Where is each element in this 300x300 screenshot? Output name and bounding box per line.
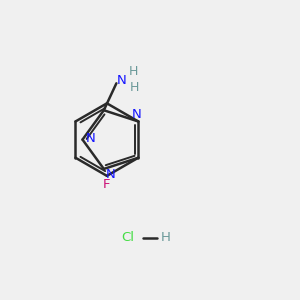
Text: N: N: [106, 168, 115, 182]
Text: Cl: Cl: [121, 231, 134, 244]
Text: H: H: [128, 65, 138, 78]
Text: H: H: [160, 231, 170, 244]
Text: F: F: [103, 178, 111, 191]
Text: H: H: [130, 81, 139, 94]
Text: N: N: [117, 74, 127, 87]
Text: N: N: [86, 132, 96, 145]
Text: N: N: [131, 108, 141, 122]
